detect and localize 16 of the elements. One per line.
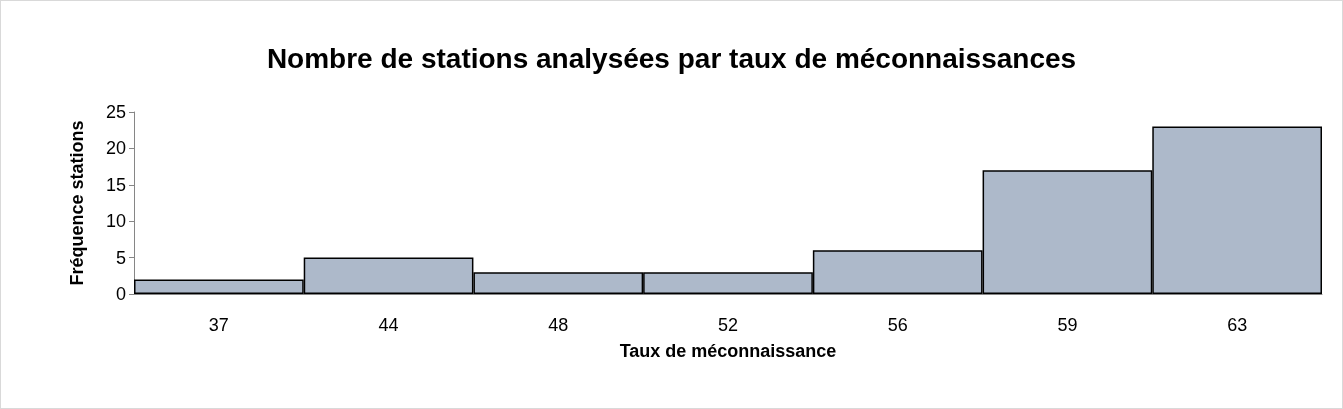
y-tick-label: 10 — [105, 211, 126, 232]
chart-title: Nombre de stations analysées par taux de méconnaissances — [266, 42, 1077, 74]
x-axis-title: Taux de méconnaissance — [619, 341, 837, 361]
x-tick-label: 44 — [378, 315, 399, 335]
y-axis-title: Fréquence stations — [67, 120, 87, 286]
x-tick-label: 37 — [208, 315, 229, 335]
x-tick-label: 63 — [1227, 315, 1248, 335]
x-tick-label: 52 — [717, 315, 739, 335]
x-tick-label: 56 — [887, 315, 908, 335]
y-tick-label: 5 — [115, 247, 126, 268]
y-tick-label: 20 — [105, 138, 126, 159]
y-tick-label: 0 — [115, 284, 126, 304]
x-tick-label: 59 — [1057, 315, 1078, 335]
y-tick-label: 25 — [105, 102, 126, 122]
y-tick-label: 15 — [105, 174, 126, 195]
x-tick-label: 48 — [548, 315, 569, 335]
